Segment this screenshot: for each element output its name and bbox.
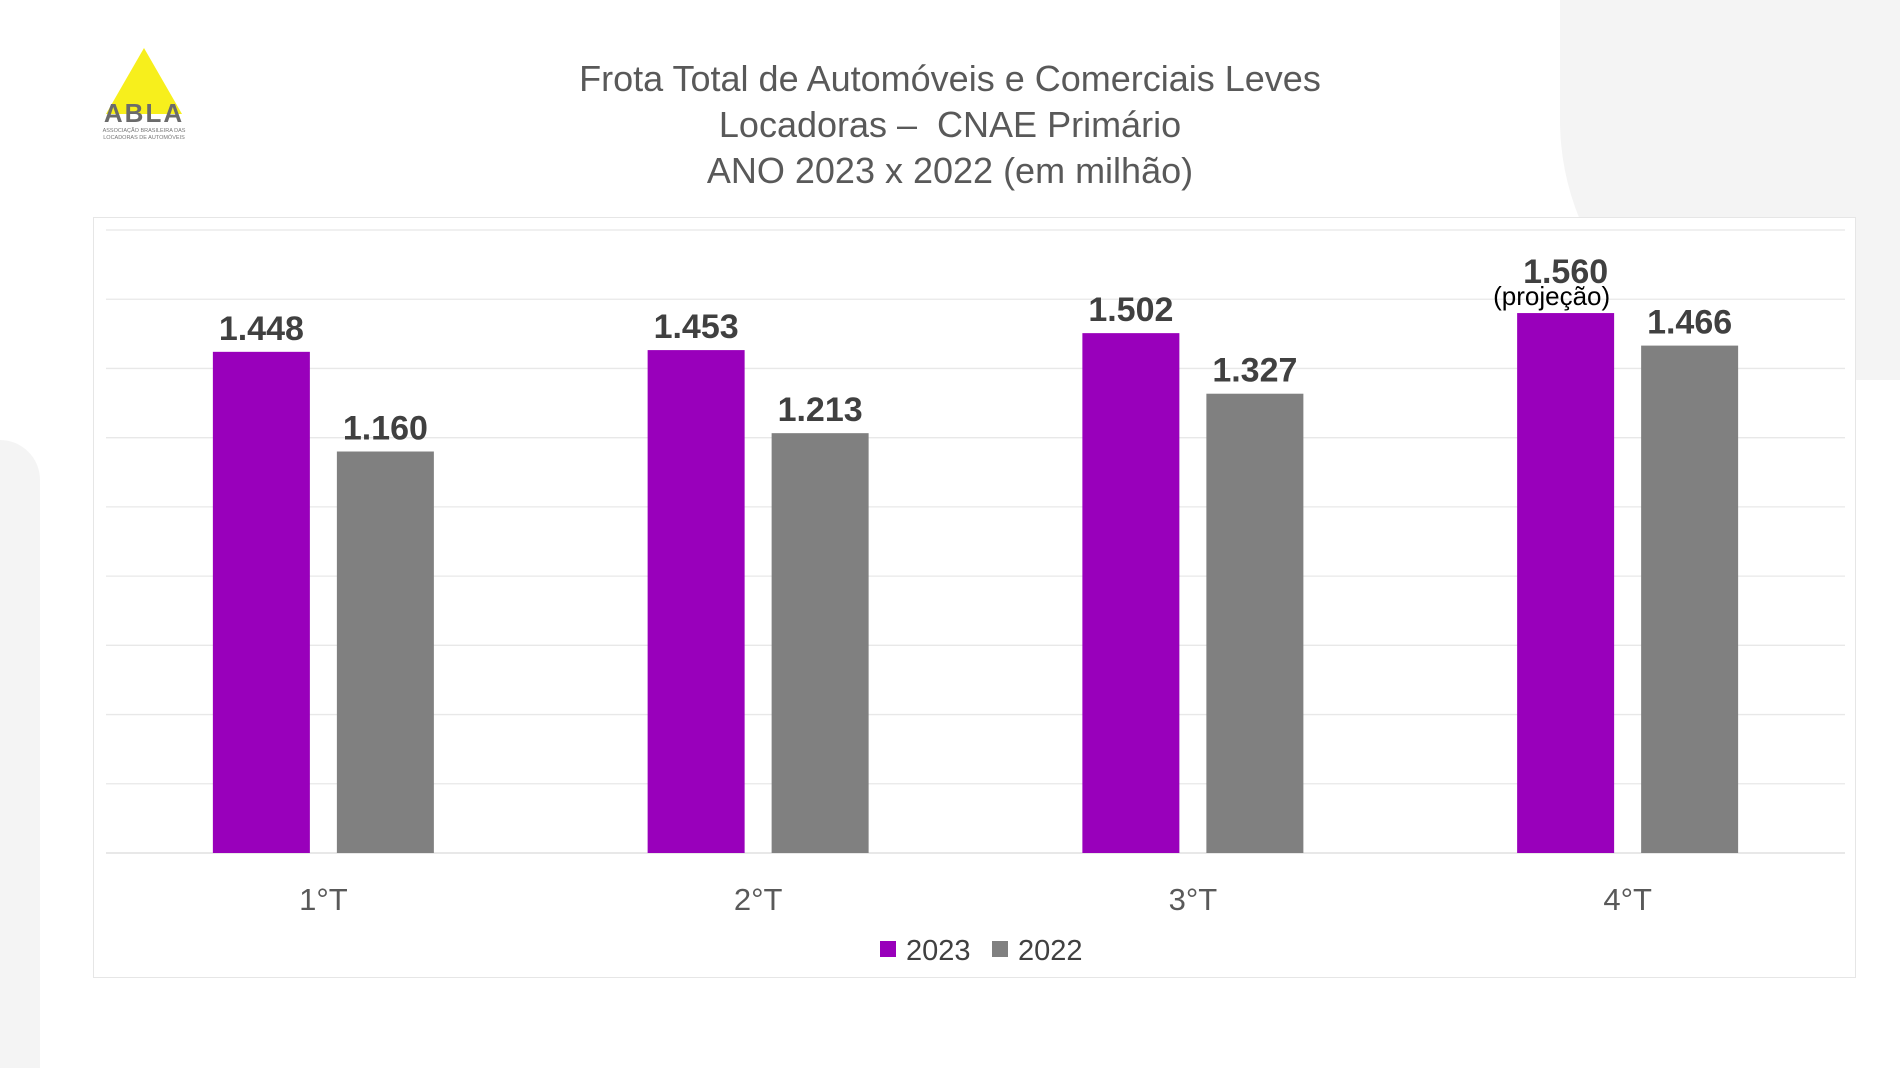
- x-tick-label: 2°T: [734, 882, 783, 917]
- svg-text:ASSOCIAÇÃO BRASILEIRA DAS: ASSOCIAÇÃO BRASILEIRA DAS: [103, 127, 186, 134]
- chart-title-line-1: Frota Total de Automóveis e Comerciais L…: [579, 58, 1321, 99]
- svg-text:LOCADORAS DE AUTOMÓVEIS: LOCADORAS DE AUTOMÓVEIS: [103, 134, 185, 141]
- chart-title-line-2: Locadoras – CNAE Primário: [718, 104, 1182, 145]
- bar-2022-2: [771, 433, 869, 853]
- data-label: 1.466: [1647, 304, 1732, 342]
- bar-2023-2: [647, 350, 745, 853]
- bar-2023-3: [1082, 333, 1180, 853]
- legend-label-2022: 2022: [1018, 935, 1083, 967]
- background-shape: [0, 440, 40, 1068]
- bar-2023-1: [212, 351, 310, 853]
- data-label: 1.453: [654, 308, 739, 346]
- abla-logo: ABLA ASSOCIAÇÃO BRASILEIRA DAS LOCADORAS…: [103, 48, 186, 141]
- svg-text:ABLA: ABLA: [104, 98, 184, 128]
- bar-2022-4: [1641, 345, 1739, 853]
- bar-2023-4: [1517, 313, 1615, 854]
- x-tick-label: 3°T: [1169, 882, 1218, 917]
- x-tick-label: 4°T: [1603, 882, 1652, 917]
- data-label: 1.502: [1088, 291, 1173, 329]
- legend-swatch-2023: [880, 941, 896, 957]
- legend-label-2023: 2023: [906, 935, 971, 967]
- legend-swatch-2022: [992, 941, 1008, 957]
- data-label: 1.448: [219, 310, 304, 348]
- bar-2022-3: [1206, 393, 1304, 853]
- chart-title-line-3: ANO 2023 x 2022 (em milhão): [706, 150, 1194, 191]
- x-tick-label: 1°T: [299, 882, 348, 917]
- data-label: 1.160: [343, 410, 428, 448]
- data-label: 1.560: [1523, 253, 1608, 291]
- bar-2022-1: [336, 451, 434, 853]
- projection-annotation: (projeção): [1493, 281, 1610, 311]
- data-label: 1.327: [1212, 352, 1297, 390]
- data-label: 1.213: [778, 391, 863, 429]
